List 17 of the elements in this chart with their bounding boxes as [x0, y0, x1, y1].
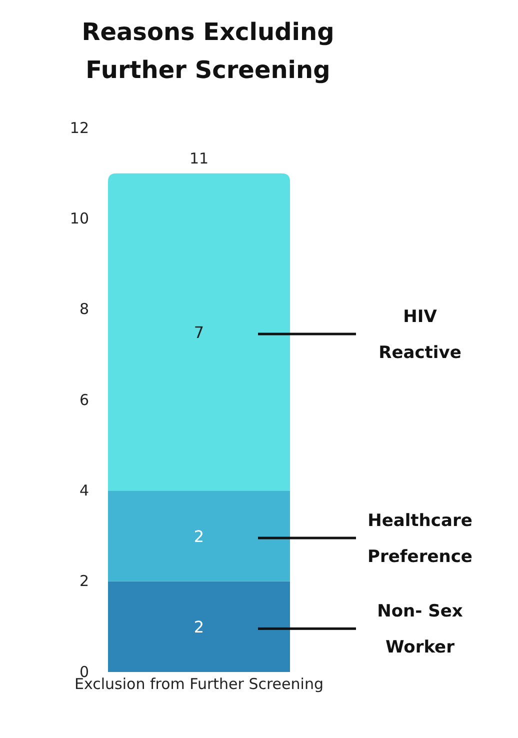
y-tick-label: 12 [70, 118, 89, 137]
text: Healthcare Preference [368, 511, 472, 567]
bar [108, 490, 290, 582]
y-tick-label: 10 [70, 209, 89, 228]
text: HIV Reactive [378, 307, 462, 363]
total-label: 11 [189, 149, 209, 168]
y-tick-label: 8 [79, 300, 89, 318]
data-label: 7 [194, 323, 204, 342]
y-tick-label: 4 [79, 481, 89, 500]
bar [108, 173, 290, 491]
data-label: 2 [194, 527, 204, 546]
data-label: 2 [194, 618, 204, 637]
bar [108, 581, 290, 672]
y-tick-label: 6 [79, 390, 89, 409]
text: Non- Sex Worker [377, 602, 463, 658]
chart-title: Reasons Excluding Further Screening [82, 18, 334, 84]
y-tick-label: 2 [79, 572, 89, 590]
